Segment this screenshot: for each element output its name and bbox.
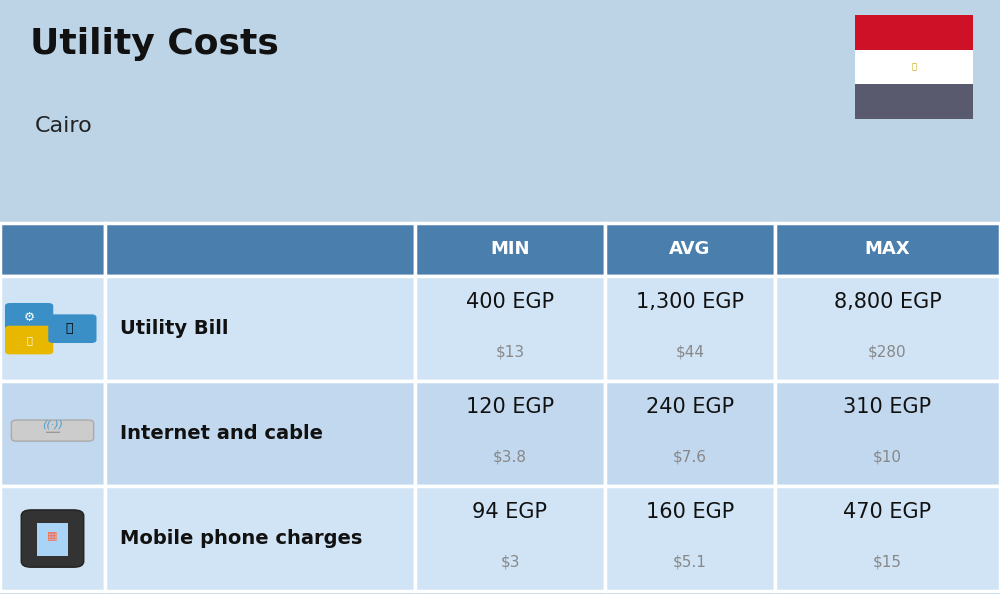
FancyBboxPatch shape [0, 223, 105, 276]
FancyBboxPatch shape [415, 276, 605, 381]
Text: 8,800 EGP: 8,800 EGP [834, 292, 941, 312]
FancyBboxPatch shape [11, 420, 94, 441]
Text: ((·)): ((·)) [42, 419, 63, 429]
FancyBboxPatch shape [37, 523, 68, 556]
FancyBboxPatch shape [105, 486, 415, 591]
FancyBboxPatch shape [855, 15, 973, 49]
FancyBboxPatch shape [605, 276, 775, 381]
FancyBboxPatch shape [5, 303, 53, 331]
Text: Cairo: Cairo [35, 116, 93, 136]
FancyBboxPatch shape [105, 223, 415, 276]
Text: $13: $13 [495, 345, 525, 360]
FancyBboxPatch shape [5, 326, 53, 355]
Text: 470 EGP: 470 EGP [843, 502, 932, 522]
FancyBboxPatch shape [0, 381, 105, 486]
FancyBboxPatch shape [855, 84, 973, 119]
Text: 240 EGP: 240 EGP [646, 397, 734, 417]
Text: $7.6: $7.6 [673, 450, 707, 465]
Text: 🏺: 🏺 [911, 62, 916, 71]
Text: $44: $44 [676, 345, 704, 360]
FancyBboxPatch shape [48, 314, 96, 343]
Text: $280: $280 [868, 345, 907, 360]
Text: Mobile phone charges: Mobile phone charges [120, 529, 362, 548]
Text: 120 EGP: 120 EGP [466, 397, 554, 417]
Text: MIN: MIN [490, 241, 530, 258]
Text: $3.8: $3.8 [493, 450, 527, 465]
Text: 📱: 📱 [66, 322, 73, 335]
FancyBboxPatch shape [605, 223, 775, 276]
Text: $15: $15 [873, 555, 902, 570]
Text: ⚙: ⚙ [24, 311, 35, 324]
FancyBboxPatch shape [0, 486, 105, 591]
FancyBboxPatch shape [105, 276, 415, 381]
Text: AVG: AVG [669, 241, 711, 258]
FancyBboxPatch shape [775, 486, 1000, 591]
FancyBboxPatch shape [775, 381, 1000, 486]
FancyBboxPatch shape [415, 486, 605, 591]
Text: $3: $3 [500, 555, 520, 570]
Text: $5.1: $5.1 [673, 555, 707, 570]
Text: $10: $10 [873, 450, 902, 465]
Text: MAX: MAX [865, 241, 910, 258]
FancyBboxPatch shape [415, 223, 605, 276]
FancyBboxPatch shape [0, 276, 105, 381]
FancyBboxPatch shape [775, 276, 1000, 381]
Text: Utility Costs: Utility Costs [30, 27, 279, 61]
FancyBboxPatch shape [605, 381, 775, 486]
FancyBboxPatch shape [105, 381, 415, 486]
Text: 1,300 EGP: 1,300 EGP [636, 292, 744, 312]
Text: 310 EGP: 310 EGP [843, 397, 932, 417]
Text: Utility Bill: Utility Bill [120, 319, 228, 338]
Text: 160 EGP: 160 EGP [646, 502, 734, 522]
Text: 94 EGP: 94 EGP [473, 502, 548, 522]
FancyBboxPatch shape [415, 381, 605, 486]
Text: 400 EGP: 400 EGP [466, 292, 554, 312]
Text: ▦: ▦ [47, 530, 58, 541]
Text: 🔌: 🔌 [27, 335, 32, 345]
FancyBboxPatch shape [21, 510, 84, 567]
FancyBboxPatch shape [605, 486, 775, 591]
FancyBboxPatch shape [855, 49, 973, 84]
Text: Internet and cable: Internet and cable [120, 424, 323, 443]
Text: ━━━: ━━━ [45, 428, 60, 437]
FancyBboxPatch shape [775, 223, 1000, 276]
